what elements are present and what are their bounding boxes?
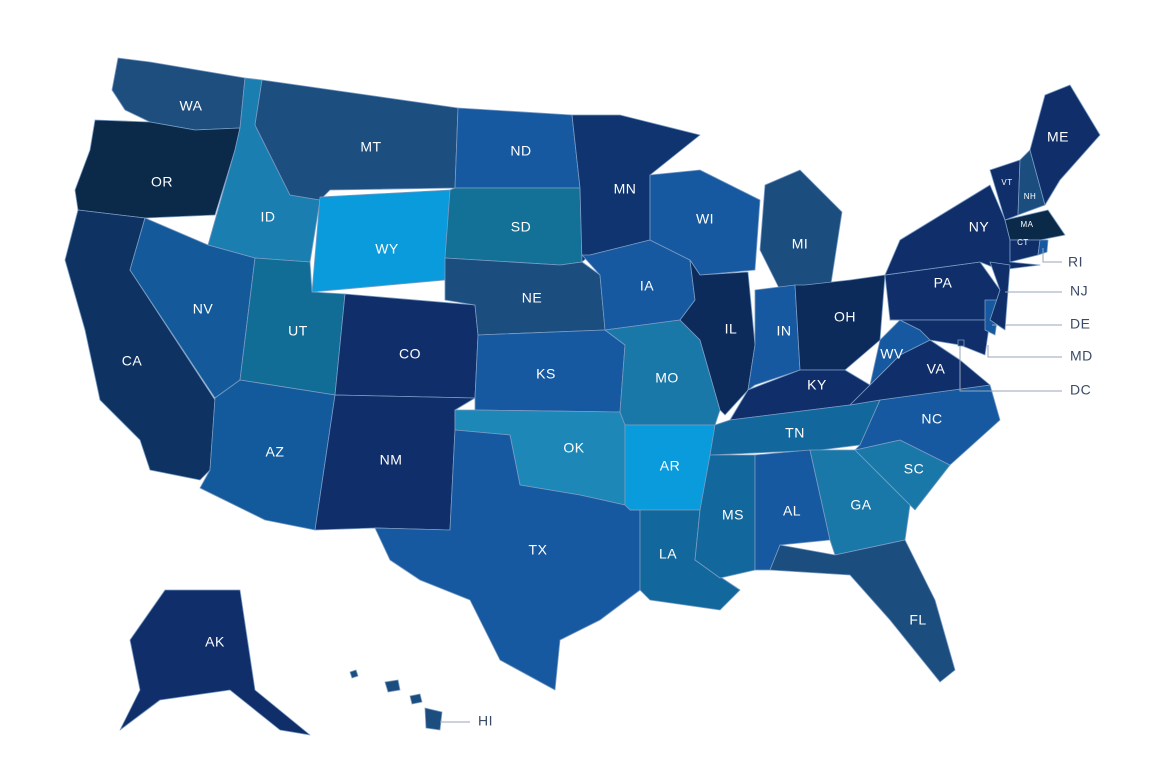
- state-label: PA: [934, 275, 953, 291]
- state-label: WA: [179, 98, 202, 114]
- state-label: MA: [1021, 220, 1034, 229]
- state-label: NM: [380, 452, 403, 468]
- state-label: ND: [510, 143, 531, 159]
- state-shape: [74, 119, 241, 219]
- state-label: IL: [725, 321, 738, 337]
- state-shape: [1029, 84, 1101, 206]
- state-label: ME: [1047, 129, 1069, 145]
- state-label: ID: [261, 209, 276, 225]
- state-shape: [1037, 239, 1049, 256]
- leader-line: [959, 346, 1062, 392]
- state-label: AR: [660, 458, 680, 474]
- state-shape: [349, 669, 359, 679]
- state-label: WV: [880, 346, 904, 362]
- state-shape: [424, 707, 443, 731]
- state-label: WY: [375, 241, 399, 257]
- state-label: NC: [921, 411, 942, 427]
- state-label: GA: [850, 497, 871, 513]
- state-label: WI: [696, 211, 714, 227]
- state-label: VA: [927, 361, 946, 377]
- state-label: OK: [563, 440, 584, 456]
- state-label: MT: [360, 139, 381, 155]
- state-shape: [384, 679, 401, 693]
- state-label: OR: [151, 174, 173, 190]
- state-label: MN: [614, 181, 637, 197]
- state-label: MS: [722, 507, 744, 523]
- state-label: AZ: [266, 444, 285, 460]
- state-label: MI: [792, 236, 809, 252]
- state-label: SC: [904, 461, 924, 477]
- state-shape: [649, 169, 761, 276]
- state-shape: [794, 274, 886, 371]
- state-label: LA: [659, 546, 677, 562]
- state-label: IN: [777, 323, 792, 339]
- state-label: TN: [785, 425, 805, 441]
- state-shape: [769, 539, 956, 683]
- state-label: CA: [122, 353, 143, 369]
- state-shape: [989, 261, 1011, 331]
- state-label: NY: [969, 219, 990, 235]
- state-label: CO: [399, 346, 421, 362]
- callout-label: NJ: [1070, 283, 1088, 299]
- leader-line: [987, 345, 1062, 358]
- state-label: NV: [193, 301, 214, 317]
- state-label: CT: [1017, 238, 1029, 247]
- state-label: VT: [1001, 178, 1012, 187]
- state-shape: [884, 184, 1041, 276]
- state-label: MO: [655, 370, 679, 386]
- state-label: TX: [529, 542, 548, 558]
- state-label: AL: [783, 503, 801, 519]
- callout-label: DC: [1070, 382, 1091, 398]
- state-shape: [374, 429, 641, 691]
- state-shape: [1004, 209, 1066, 241]
- state-label: NE: [522, 290, 542, 306]
- state-label: AK: [205, 634, 225, 650]
- callout-label: RI: [1068, 254, 1083, 270]
- state-label: NH: [1024, 192, 1037, 201]
- callout-label: MD: [1070, 348, 1093, 364]
- state-label: SD: [511, 219, 531, 235]
- state-shape: [119, 589, 311, 736]
- callout-label: DE: [1070, 316, 1090, 332]
- state-shape: [409, 693, 423, 705]
- state-shape: [679, 259, 756, 416]
- leader-line: [1042, 248, 1062, 263]
- state-label: KY: [807, 377, 827, 393]
- state-shape: [957, 339, 965, 347]
- state-label: OH: [834, 309, 856, 325]
- state-label: IA: [640, 278, 654, 294]
- state-label: UT: [288, 323, 308, 339]
- state-label: KS: [536, 366, 556, 382]
- callout-label: HI: [478, 713, 493, 729]
- state-label: FL: [909, 612, 926, 628]
